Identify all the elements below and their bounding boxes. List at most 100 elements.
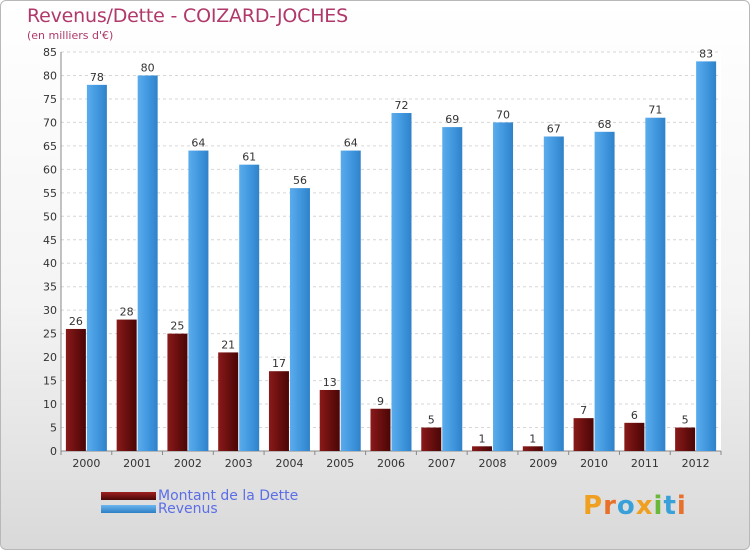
y-tick-label: 0 <box>50 445 57 458</box>
x-tick-label: 2006 <box>377 457 405 470</box>
logo-letter: x <box>635 491 654 521</box>
bar-revenus <box>645 117 666 451</box>
y-tick-label: 60 <box>43 163 57 176</box>
data-label: 80 <box>141 61 155 74</box>
bar-dette <box>522 446 543 451</box>
y-tick-label: 55 <box>43 187 57 200</box>
data-label: 26 <box>69 315 83 328</box>
y-tick-label: 85 <box>43 46 57 59</box>
y-tick-label: 75 <box>43 93 57 106</box>
x-tick-label: 2002 <box>174 457 202 470</box>
y-tick-label: 45 <box>43 234 57 247</box>
x-tick-label: 2000 <box>72 457 100 470</box>
logo-letter: i <box>676 491 687 521</box>
logo-letter: r <box>603 491 617 521</box>
bar-revenus <box>289 188 310 452</box>
bar-dette <box>319 389 340 451</box>
data-label: 70 <box>496 108 510 121</box>
logo-letter: P <box>583 491 604 521</box>
y-tick-label: 65 <box>43 140 57 153</box>
legend-swatch-revenus <box>101 505 156 513</box>
logo-letter: i <box>653 491 664 521</box>
data-label: 21 <box>221 338 235 351</box>
data-label: 64 <box>344 137 358 150</box>
y-tick-label: 35 <box>43 281 57 294</box>
data-label: 17 <box>272 357 286 370</box>
bar-revenus <box>493 122 514 451</box>
bar-dette <box>624 422 645 451</box>
bar-dette <box>268 371 289 451</box>
data-label: 67 <box>547 122 561 135</box>
bar-revenus <box>239 164 260 452</box>
x-tick-label: 2012 <box>682 457 710 470</box>
chart-subtitle: (en milliers d'€) <box>27 29 114 42</box>
legend-item-revenus: Revenus <box>101 501 218 517</box>
y-tick-label: 10 <box>43 398 57 411</box>
bar-revenus <box>86 84 107 451</box>
data-label: 28 <box>120 306 134 319</box>
x-tick-label: 2011 <box>631 457 659 470</box>
y-tick-label: 50 <box>43 210 57 223</box>
y-tick-label: 20 <box>43 351 57 364</box>
x-tick-label: 2008 <box>479 457 507 470</box>
y-tick-label: 25 <box>43 328 57 341</box>
bar-revenus <box>696 61 717 451</box>
data-label: 56 <box>293 174 307 187</box>
bar-revenus <box>391 113 412 451</box>
x-tick-label: 2010 <box>580 457 608 470</box>
bar-dette <box>421 427 442 451</box>
legend-item-dette: Montant de la Dette <box>101 488 298 504</box>
logo-letter: o <box>616 491 636 521</box>
data-label: 78 <box>90 71 104 84</box>
bar-revenus <box>543 136 564 451</box>
data-label: 72 <box>395 99 409 112</box>
y-tick-label: 30 <box>43 304 57 317</box>
proxiti-logo: Proxiti <box>583 491 687 521</box>
y-tick-label: 5 <box>50 422 57 435</box>
bar-revenus <box>188 150 209 451</box>
plot-area <box>61 52 721 451</box>
bar-dette <box>218 352 239 451</box>
y-tick-label: 40 <box>43 257 57 270</box>
data-label: 1 <box>529 432 536 445</box>
bar-dette <box>573 418 594 451</box>
data-label: 5 <box>428 414 435 427</box>
bar-revenus <box>594 131 615 452</box>
bar-dette <box>116 319 137 451</box>
data-label: 83 <box>699 47 713 60</box>
data-label: 64 <box>191 137 205 150</box>
data-label: 25 <box>170 320 184 333</box>
legend-label-dette: Montant de la Dette <box>158 488 299 504</box>
x-tick-label: 2004 <box>275 457 303 470</box>
chart-title: Revenus/Dette - COIZARD-JOCHES <box>27 5 348 27</box>
bar-dette <box>472 446 493 451</box>
bar-dette <box>370 408 391 451</box>
data-label: 5 <box>682 414 689 427</box>
x-tick-label: 2005 <box>326 457 354 470</box>
bar-dette <box>65 328 86 451</box>
logo-letter: t <box>663 491 677 521</box>
bar-revenus <box>340 150 361 451</box>
x-tick-label: 2007 <box>428 457 456 470</box>
data-label: 9 <box>377 395 384 408</box>
data-label: 13 <box>323 376 337 389</box>
data-label: 69 <box>445 113 459 126</box>
data-label: 7 <box>580 404 587 417</box>
y-tick-label: 70 <box>43 116 57 129</box>
bar-dette <box>675 427 696 451</box>
bar-dette <box>167 333 188 451</box>
legend-label-revenus: Revenus <box>158 501 218 517</box>
bar-revenus <box>442 127 463 451</box>
bar-revenus <box>137 75 158 452</box>
data-label: 6 <box>631 409 638 422</box>
y-tick-label: 15 <box>43 375 57 388</box>
data-label: 61 <box>242 151 256 164</box>
data-label: 1 <box>479 432 486 445</box>
y-tick-label: 80 <box>43 69 57 82</box>
x-tick-label: 2003 <box>225 457 253 470</box>
data-label: 71 <box>648 104 662 117</box>
x-tick-label: 2001 <box>123 457 151 470</box>
legend-swatch-dette <box>101 492 156 500</box>
